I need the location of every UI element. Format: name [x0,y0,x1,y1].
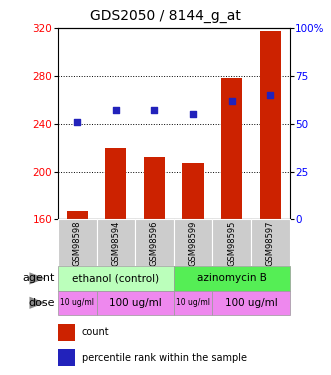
Point [113,107,118,113]
Bar [97,219,135,266]
Point [268,92,273,98]
Bar [174,291,213,315]
Polygon shape [29,272,45,285]
Text: 10 ug/ml: 10 ug/ml [176,298,210,307]
Point [152,107,157,113]
Bar [213,291,290,315]
Bar [182,163,204,219]
Bar [105,148,126,219]
Text: 100 ug/ml: 100 ug/ml [109,298,162,308]
Bar [221,78,242,219]
Bar [174,266,290,291]
Text: GSM98595: GSM98595 [227,220,236,266]
Text: count: count [81,327,109,338]
Polygon shape [29,297,45,309]
Bar [251,219,290,266]
Text: 100 ug/ml: 100 ug/ml [225,298,277,308]
Bar [260,30,281,219]
Text: agent: agent [22,273,55,284]
Bar [58,219,97,266]
Text: dose: dose [28,298,55,308]
Point [74,119,80,125]
Text: GSM98599: GSM98599 [189,220,198,266]
Text: azinomycin B: azinomycin B [197,273,267,284]
Bar [58,349,74,366]
Point [190,111,196,117]
Bar [58,266,174,291]
Bar [67,211,88,219]
Text: GSM98597: GSM98597 [266,220,275,266]
Bar [58,291,97,315]
Point [229,98,234,104]
Text: GSM98598: GSM98598 [73,220,82,266]
Text: GSM98594: GSM98594 [111,220,120,266]
Bar [97,291,174,315]
Bar [135,219,174,266]
Bar [144,157,165,219]
Bar [58,324,74,341]
Bar [174,219,213,266]
Text: 10 ug/ml: 10 ug/ml [60,298,94,307]
Bar [213,219,251,266]
Text: ethanol (control): ethanol (control) [72,273,160,284]
Text: percentile rank within the sample: percentile rank within the sample [81,352,247,363]
Text: GSM98596: GSM98596 [150,220,159,266]
Text: GDS2050 / 8144_g_at: GDS2050 / 8144_g_at [90,9,241,23]
